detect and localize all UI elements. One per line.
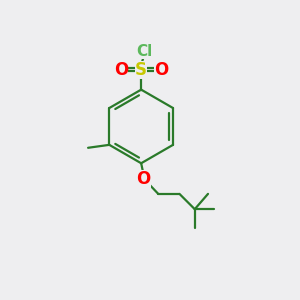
Text: O: O — [114, 61, 128, 79]
Text: Cl: Cl — [136, 44, 153, 59]
Text: O: O — [154, 61, 169, 79]
Text: S: S — [135, 61, 147, 79]
Text: O: O — [136, 169, 151, 188]
